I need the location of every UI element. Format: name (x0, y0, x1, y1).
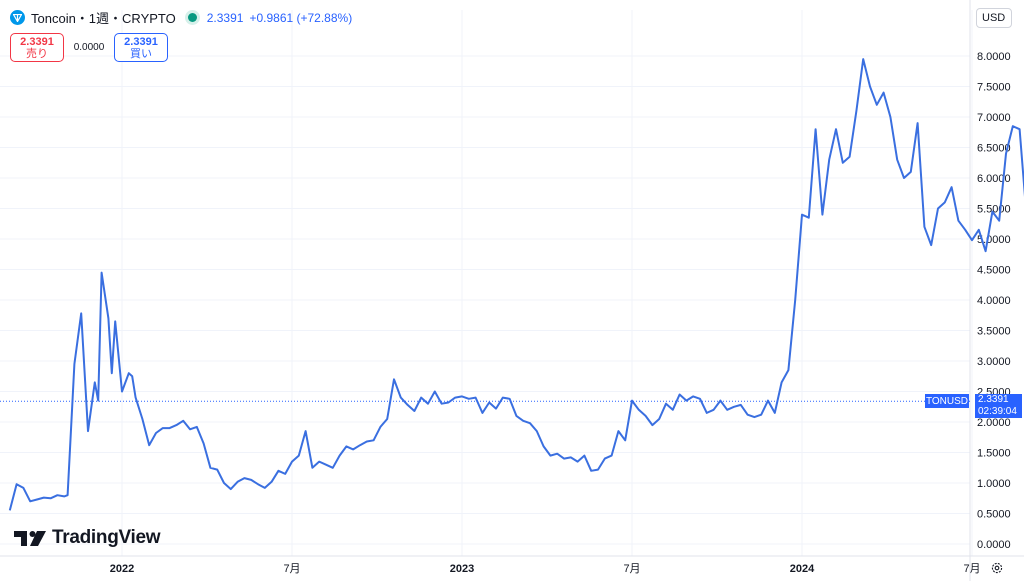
y-tick-label: 3.0000 (977, 356, 1011, 368)
sell-label: 売り (26, 47, 48, 60)
y-tick-label: 4.5000 (977, 265, 1011, 277)
currency-selector[interactable]: USD (976, 8, 1012, 28)
buy-button[interactable]: 2.3391 買い (114, 33, 168, 62)
x-tick-label: 2024 (790, 563, 815, 575)
y-tick-label: 5.5000 (977, 204, 1011, 216)
buy-label: 買い (130, 47, 152, 60)
x-tick-label: 7月 (963, 563, 980, 575)
y-tick-label: 0.0000 (977, 539, 1011, 551)
y-tick-label: 6.0000 (977, 173, 1011, 185)
y-tick-label: 8.0000 (977, 51, 1011, 63)
x-tick-label: 2022 (110, 563, 134, 575)
trade-panel: 2.3391 売り 0.0000 2.3391 買い (10, 33, 168, 62)
ticker-label: TONUSD (925, 394, 969, 409)
y-tick-label: 1.0000 (977, 478, 1011, 490)
spread-value: 0.0000 (73, 42, 105, 53)
watermark-text: TradingView (52, 527, 161, 548)
y-tick-label: 4.0000 (977, 295, 1011, 307)
current-price-label: 2.3391 02:39:04 (975, 394, 1022, 419)
price-change: +0.9861 (+72.88%) (249, 10, 353, 25)
toncoin-logo-icon (10, 10, 25, 25)
y-tick-label: 5.0000 (977, 234, 1011, 246)
sell-button[interactable]: 2.3391 売り (10, 33, 64, 62)
x-tick-label: 2023 (450, 563, 474, 575)
x-tick-label: 7月 (283, 563, 300, 575)
current-price-value: 2.3391 (978, 394, 1009, 406)
y-tick-label: 6.5000 (977, 143, 1011, 155)
x-tick-label: 7月 (623, 563, 640, 575)
tradingview-watermark: TradingView (14, 527, 161, 549)
last-price: 2.3391 (206, 10, 244, 25)
bar-countdown: 02:39:04 (978, 406, 1017, 418)
symbol-title[interactable]: Toncoin・1週・CRYPTO (31, 11, 176, 26)
tradingview-logo-icon (14, 531, 46, 546)
y-tick-label: 7.5000 (977, 82, 1011, 94)
chart-header: Toncoin・1週・CRYPTO 2.3391 +0.9861 (+72.88… (10, 8, 352, 27)
market-open-dot-icon (187, 13, 197, 22)
y-tick-label: 2.0000 (977, 417, 1011, 429)
y-tick-label: 3.5000 (977, 326, 1011, 338)
buy-price: 2.3391 (124, 35, 158, 48)
settings-gear-icon[interactable] (990, 561, 1004, 575)
price-series-line (8, 58, 1024, 511)
y-tick-label: 0.5000 (977, 509, 1011, 521)
y-tick-label: 1.5000 (977, 448, 1011, 460)
y-tick-label: 7.0000 (977, 112, 1011, 124)
sell-price: 2.3391 (20, 35, 54, 48)
